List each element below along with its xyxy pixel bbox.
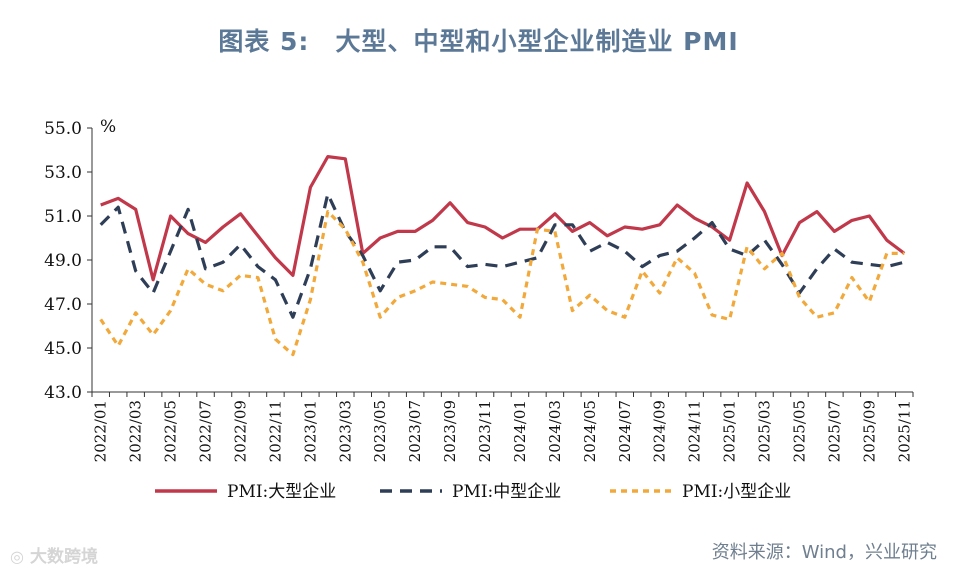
x-tick-label: 2023/01 [301, 400, 319, 462]
series-line-1 [100, 155, 906, 282]
watermark-logo-icon: ◎ [10, 547, 24, 566]
x-tick-label: 2025/03 [756, 400, 774, 462]
legend-label-1: PMI:大型企业 [227, 482, 336, 502]
y-tick-label: 49.0 [44, 251, 82, 271]
y-tick-label: 53.0 [44, 163, 82, 183]
chart-title-prefix: 图表 5: [218, 27, 310, 56]
x-tick-label: 2023/09 [441, 400, 459, 462]
chart-series-lines [99, 155, 906, 357]
x-tick-label: 2024/11 [686, 400, 704, 462]
watermark: ◎ 大数跨境 [10, 542, 98, 567]
source-note: 资料来源：Wind，兴业研究 [711, 542, 937, 563]
x-tick-label: 2023/11 [476, 400, 494, 462]
y-tick-label: 51.0 [44, 207, 82, 227]
x-tick-label: 2025/07 [825, 400, 843, 462]
x-tick-label: 2024/03 [546, 400, 564, 462]
x-tick-label: 2024/01 [511, 400, 529, 462]
legend-label-3: PMI:小型企业 [682, 482, 791, 502]
x-tick-label: 2023/07 [406, 400, 424, 462]
x-tick-label: 2025/05 [790, 400, 808, 462]
x-tick-label: 2022/05 [162, 400, 180, 462]
x-tick-label: 2024/05 [581, 400, 599, 462]
chart-title-text: 大型、中型和小型企业制造业 PMI [335, 27, 739, 56]
x-tick-label: 2023/03 [336, 400, 354, 462]
x-tick-label: 2022/09 [231, 400, 249, 462]
chart-legend: PMI:大型企业 PMI:中型企业 PMI:小型企业 [155, 482, 791, 502]
x-tick-label: 2022/07 [197, 400, 215, 462]
legend-label-2: PMI:中型企业 [452, 482, 561, 502]
chart-axes: 43.0 45.0 47.0 49.0 51.0 53.0 55.0 % 2022/01 2022… [44, 117, 914, 462]
x-tick-label: 2025/01 [721, 400, 739, 462]
y-unit-label: % [100, 117, 116, 137]
x-tick-label: 2022/01 [92, 400, 110, 462]
x-tick-label: 2024/07 [616, 400, 634, 462]
y-tick-label: 55.0 [44, 119, 82, 139]
x-tick-label: 2025/09 [860, 400, 878, 462]
series-line-2 [99, 192, 905, 319]
y-tick-label: 47.0 [44, 295, 82, 315]
x-tick-label: 2022/11 [266, 400, 284, 462]
x-tick-label: 2023/05 [371, 400, 389, 462]
chart-title: 图表 5: 大型、中型和小型企业制造业 PMI [0, 22, 957, 58]
y-tick-label: 45.0 [44, 339, 82, 359]
x-tick-label: 2025/11 [895, 400, 913, 462]
watermark-text: 大数跨境 [29, 547, 98, 567]
y-tick-label: 43.0 [44, 383, 82, 403]
x-tick-label: 2024/09 [651, 400, 669, 462]
series-line-3 [99, 210, 905, 357]
x-tick-label: 2022/03 [127, 400, 145, 462]
